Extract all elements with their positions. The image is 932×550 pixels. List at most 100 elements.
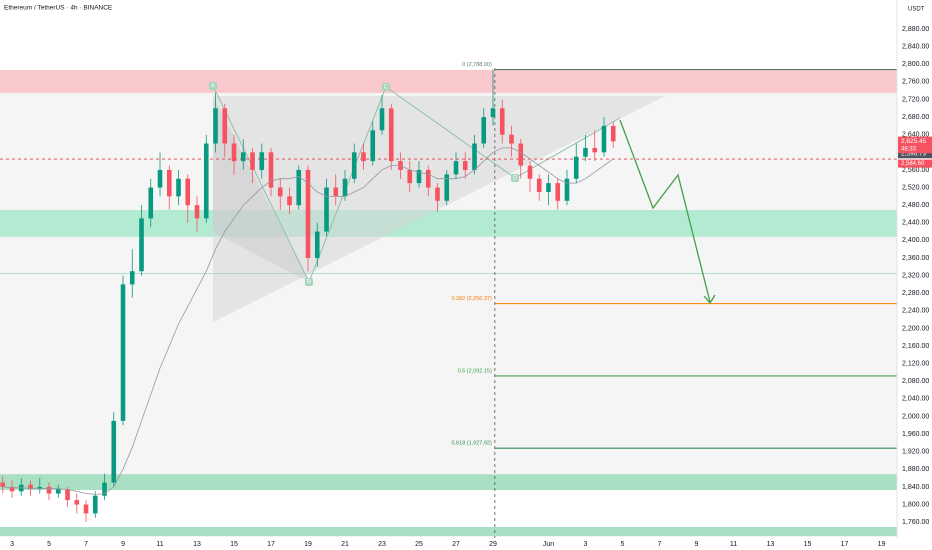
candle-body xyxy=(176,178,181,197)
candle-body xyxy=(536,178,542,192)
y-tick-label: 1,960.00 xyxy=(902,431,929,438)
y-tick-label: 2,200.00 xyxy=(902,325,929,332)
candle-body xyxy=(314,231,320,258)
candle-body xyxy=(120,284,126,421)
candle-body xyxy=(435,187,440,201)
price-line-box xyxy=(898,159,932,168)
pattern-point xyxy=(209,82,217,90)
x-tick-label: 21 xyxy=(341,541,349,548)
pattern-label: C xyxy=(384,85,389,91)
zones xyxy=(0,70,897,537)
x-tick-label: 19 xyxy=(878,541,886,548)
candle-body xyxy=(222,108,228,144)
candle-body xyxy=(92,495,98,514)
candle-body xyxy=(83,504,89,514)
zone xyxy=(0,526,897,537)
y-tick-label: 2,080.00 xyxy=(902,378,929,385)
x-tick-label: 13 xyxy=(193,541,201,548)
price-tag-label: 2,625.45 xyxy=(901,138,927,145)
y-tick-label: 2,520.00 xyxy=(902,184,929,191)
price-tag-label: 2,596.73 xyxy=(901,150,927,157)
candle-body xyxy=(518,143,524,166)
countdown: 48:33 xyxy=(901,147,917,153)
y-tick-label: 2,640.00 xyxy=(902,132,929,139)
y-tick-label: 2,040.00 xyxy=(902,396,929,403)
candle-body xyxy=(166,169,172,197)
candle-body xyxy=(250,152,255,170)
candle-body xyxy=(416,169,422,184)
pattern-label: B xyxy=(307,280,311,286)
candle-body xyxy=(74,500,80,505)
x-tick-label: 13 xyxy=(767,541,775,548)
candle-body xyxy=(370,130,376,162)
candle-body xyxy=(527,165,533,179)
price-tag xyxy=(898,149,932,159)
y-tick-label: 2,320.00 xyxy=(902,272,929,279)
candle-body xyxy=(425,169,431,188)
candle-body xyxy=(277,187,283,197)
x-tick-label: 27 xyxy=(452,541,460,548)
moving-average xyxy=(2,147,614,495)
candle-body xyxy=(546,183,551,192)
candle-body xyxy=(333,187,339,197)
x-tick-label: 9 xyxy=(121,541,125,548)
candle-body xyxy=(499,108,505,135)
candle-body xyxy=(213,108,218,144)
candle-body xyxy=(0,482,6,487)
candle-body xyxy=(592,147,598,153)
countdown-box xyxy=(898,145,932,154)
candle-body xyxy=(573,156,579,179)
candle-body xyxy=(148,187,154,219)
plot xyxy=(0,69,616,523)
candle-body xyxy=(351,152,357,179)
candle-body xyxy=(407,169,413,184)
triangle-shape xyxy=(213,96,665,322)
pattern-label: A xyxy=(211,84,215,90)
y-tick-label: 2,280.00 xyxy=(902,290,929,297)
price-axis xyxy=(897,0,932,550)
x-tick-label: Jun xyxy=(543,541,554,548)
x-tick-label: 5 xyxy=(621,541,625,548)
time-axis xyxy=(0,538,897,550)
candle-body xyxy=(342,178,348,197)
x-tick-label: 9 xyxy=(695,541,699,548)
pattern-shape xyxy=(213,96,309,282)
x-tick-label: 17 xyxy=(841,541,849,548)
candle-body xyxy=(361,152,366,162)
x-tick-label: 15 xyxy=(804,541,812,548)
projection-arrow xyxy=(619,119,711,303)
candle-body xyxy=(583,147,588,157)
candle-body xyxy=(185,178,191,206)
candle-body xyxy=(9,486,15,492)
y-tick-label: 2,760.00 xyxy=(902,79,929,86)
candle-body xyxy=(462,161,468,170)
candle-body xyxy=(102,482,107,496)
y-tick-label: 1,760.00 xyxy=(902,519,929,526)
zone xyxy=(0,210,897,237)
candle-body xyxy=(324,187,329,232)
candle-body xyxy=(139,218,144,272)
candle-body xyxy=(305,169,311,258)
candle-body xyxy=(564,178,570,201)
y-tick-label: 2,880.00 xyxy=(902,26,929,33)
candle-body xyxy=(379,108,385,131)
y-tick-label: 1,880.00 xyxy=(902,466,929,473)
x-tick-label: 3 xyxy=(584,541,588,548)
candle-body xyxy=(472,143,477,170)
candle-body xyxy=(444,174,450,201)
candle-body xyxy=(490,108,496,118)
pattern-point xyxy=(511,174,519,182)
x-tick-label: 11 xyxy=(730,541,737,548)
candle-body xyxy=(509,134,514,144)
y-tick-label: 2,480.00 xyxy=(902,202,929,209)
candle-body xyxy=(481,117,487,144)
x-tick-label: 7 xyxy=(658,541,662,548)
y-tick-label: 1,800.00 xyxy=(902,501,929,508)
candle-body xyxy=(296,169,302,206)
price-tag xyxy=(898,136,932,146)
zone xyxy=(0,474,897,491)
fib-label: 0 (2,788.00) xyxy=(462,62,492,68)
candle-body xyxy=(240,152,246,162)
y-tick-label: 1,840.00 xyxy=(902,484,929,491)
